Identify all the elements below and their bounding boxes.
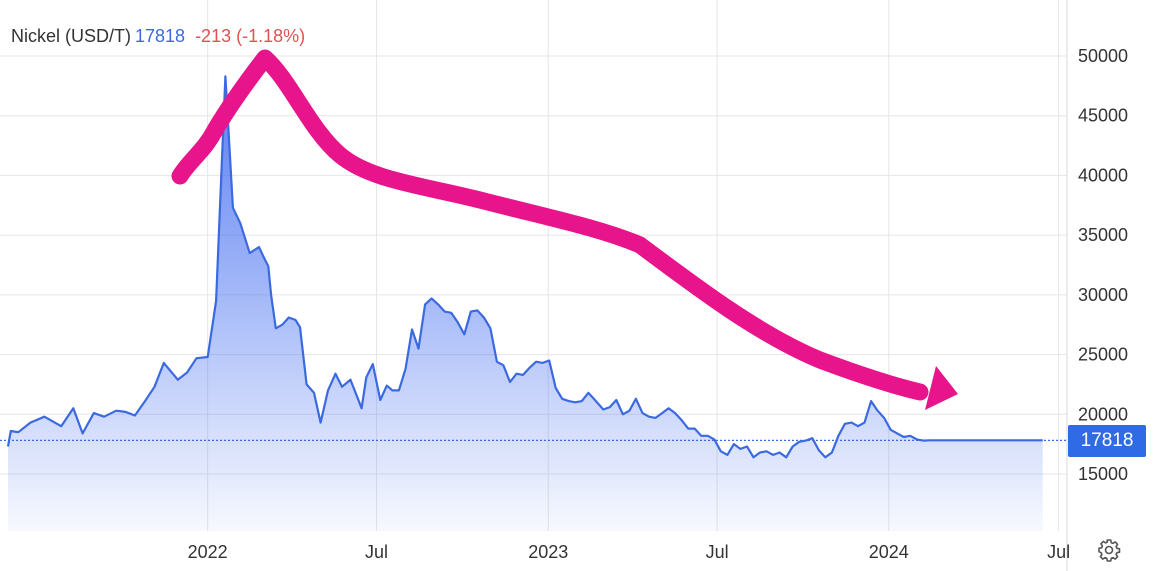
x-tick-label: 2023 bbox=[528, 542, 568, 562]
legend-series-name: Nickel (USD/T) bbox=[11, 26, 131, 46]
chart-marks bbox=[0, 75, 1067, 532]
x-tick-label: 2024 bbox=[869, 542, 909, 562]
y-tick-label: 15000 bbox=[1078, 464, 1128, 484]
legend-change: -213 (-1.18%) bbox=[195, 26, 306, 46]
gear-icon[interactable] bbox=[1097, 538, 1121, 562]
y-tick-label: 25000 bbox=[1078, 345, 1128, 365]
y-tick-label: 20000 bbox=[1078, 404, 1128, 424]
arrow-stroke bbox=[171, 49, 929, 401]
x-tick-label: 2022 bbox=[188, 542, 228, 562]
arrow-head bbox=[925, 366, 958, 410]
y-tick-label: 40000 bbox=[1078, 165, 1128, 185]
y-axis: 15000 20000 25000 30000 35000 40000 45000 50000 bbox=[1078, 46, 1128, 484]
series-area bbox=[8, 76, 1043, 532]
legend-price: 17818 bbox=[135, 26, 186, 46]
y-tick-label: 45000 bbox=[1078, 106, 1128, 126]
y-tick-label: 30000 bbox=[1078, 285, 1128, 305]
last-price-badge: 17818 bbox=[1068, 425, 1146, 457]
series-line bbox=[6, 75, 1043, 459]
chart-legend: Nickel (USD/T) 17818 -213 (-1.18%) bbox=[11, 26, 305, 47]
y-tick-label: 50000 bbox=[1078, 46, 1128, 66]
x-tick-label: Jul bbox=[365, 542, 388, 562]
trend-arrow-annotation bbox=[171, 49, 958, 410]
x-tick-label: Jul bbox=[1047, 542, 1070, 562]
x-axis: 2022 Jul 2023 Jul 2024 Jul bbox=[188, 542, 1070, 562]
x-tick-label: Jul bbox=[706, 542, 729, 562]
y-tick-label: 35000 bbox=[1078, 225, 1128, 245]
